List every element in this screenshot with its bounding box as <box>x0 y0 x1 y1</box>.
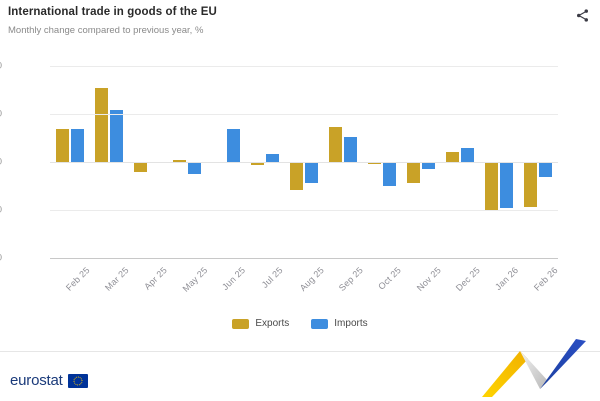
x-axis-label-cell: Jul 25 <box>245 259 285 305</box>
bar-group <box>480 66 519 258</box>
page-subtitle: Monthly change compared to previous year… <box>8 25 204 36</box>
gridline <box>50 210 558 211</box>
bar-group <box>284 66 323 258</box>
bar-exports[interactable] <box>133 162 147 172</box>
x-axis-label-cell: Aug 25 <box>284 259 326 305</box>
bar-exports[interactable] <box>407 162 421 183</box>
bar-group <box>167 66 206 258</box>
x-axis-label-cell: Oct 25 <box>363 259 404 305</box>
x-axis-tick: Feb 25 <box>63 265 92 293</box>
x-axis-label-cell: Nov 25 <box>402 259 444 305</box>
x-axis-tick: Oct 25 <box>376 265 404 292</box>
bar-groups <box>50 66 558 258</box>
chart-legend: Exports Imports <box>0 318 600 329</box>
bar-exports[interactable] <box>368 162 382 165</box>
bar-imports[interactable] <box>461 147 475 162</box>
plot-region: 20 10 0 -10 -20 <box>0 61 558 264</box>
bar-imports[interactable] <box>422 162 436 169</box>
legend-swatch <box>311 318 329 329</box>
gridline <box>50 66 558 67</box>
bar-exports[interactable] <box>329 127 343 162</box>
x-axis-labels: Feb 25 Mar 25 Apr 25 May 25 Jun 25 Jul 25 Aug … <box>50 259 561 305</box>
y-axis-tick: -20 <box>0 253 2 264</box>
bar-group <box>519 66 558 258</box>
x-axis-tick: Jan 26 <box>493 265 521 293</box>
bar-imports[interactable] <box>265 153 279 162</box>
x-axis-label-cell: Dec 25 <box>441 259 483 305</box>
x-axis-label-cell: Jun 25 <box>206 259 248 305</box>
bar-group <box>245 66 284 258</box>
x-axis-tick: Apr 25 <box>141 265 169 292</box>
share-icon[interactable] <box>572 5 592 25</box>
x-axis-tick: May 25 <box>180 265 210 294</box>
bar-exports[interactable] <box>524 162 538 207</box>
eu-flag-icon <box>67 373 88 388</box>
bar-imports[interactable] <box>500 162 514 209</box>
x-axis-tick: Aug 25 <box>297 265 326 294</box>
x-axis-label-cell: Jan 26 <box>480 259 521 305</box>
legend-label: Imports <box>334 318 368 329</box>
bar-group <box>50 66 89 258</box>
y-axis-tick: 20 <box>0 61 2 72</box>
brand-wordmark: eurostat <box>10 372 63 389</box>
bar-group <box>402 66 441 258</box>
x-axis-label-cell: Apr 25 <box>128 259 169 305</box>
footer-divider <box>0 351 600 352</box>
bar-imports[interactable] <box>305 162 318 184</box>
bar-exports[interactable] <box>485 162 499 210</box>
gridline <box>50 114 558 115</box>
bar-exports[interactable] <box>172 160 186 162</box>
bar-group <box>363 66 402 258</box>
x-axis-label-cell: Sep 25 <box>324 259 366 305</box>
bar-imports[interactable] <box>344 137 358 162</box>
bar-imports[interactable] <box>226 128 240 162</box>
bar-imports[interactable] <box>539 162 553 178</box>
bar-imports[interactable] <box>109 110 123 162</box>
gridline <box>50 162 558 163</box>
decorative-chevron-graphic <box>482 339 586 397</box>
eurostat-logo: eurostat <box>10 372 88 389</box>
bar-imports[interactable] <box>70 129 84 162</box>
x-axis-label-cell: Feb 25 <box>50 259 92 305</box>
bar-exports[interactable] <box>55 128 69 162</box>
bar-imports[interactable] <box>187 162 201 174</box>
x-axis-tick: Jul 25 <box>259 265 285 290</box>
y-axis-tick: 10 <box>0 109 2 120</box>
legend-item-exports[interactable]: Exports <box>232 318 289 329</box>
x-axis-label-cell: Mar 25 <box>89 259 131 305</box>
x-axis-tick: Feb 26 <box>532 265 561 293</box>
legend-item-imports[interactable]: Imports <box>311 318 368 329</box>
x-axis-tick: Sep 25 <box>336 265 366 294</box>
y-axis-tick: -10 <box>0 205 2 216</box>
bar-group <box>89 66 128 258</box>
bar-imports[interactable] <box>383 162 397 186</box>
x-axis-tick: Jun 25 <box>219 265 248 293</box>
page-title: International trade in goods of the EU <box>8 6 217 18</box>
bar-group <box>324 66 363 258</box>
x-axis-tick: Nov 25 <box>415 265 444 294</box>
legend-label: Exports <box>255 318 290 329</box>
bar-exports[interactable] <box>446 152 460 162</box>
x-axis-tick: Mar 25 <box>102 265 131 293</box>
x-axis-label-cell: May 25 <box>167 259 210 305</box>
legend-swatch <box>232 318 250 329</box>
chart-area: 20 10 0 -10 -20 Feb 25 Mar 25 Apr 25 May 25 Jun … <box>0 52 600 302</box>
bar-group <box>441 66 480 258</box>
bar-exports[interactable] <box>94 88 108 162</box>
x-axis-line <box>50 258 558 259</box>
y-axis-tick: 0 <box>0 157 2 168</box>
bar-exports[interactable] <box>290 162 303 191</box>
x-axis-label-cell: Feb 26 <box>519 259 561 305</box>
x-axis-tick: Dec 25 <box>454 265 483 294</box>
bar-exports[interactable] <box>250 162 264 165</box>
